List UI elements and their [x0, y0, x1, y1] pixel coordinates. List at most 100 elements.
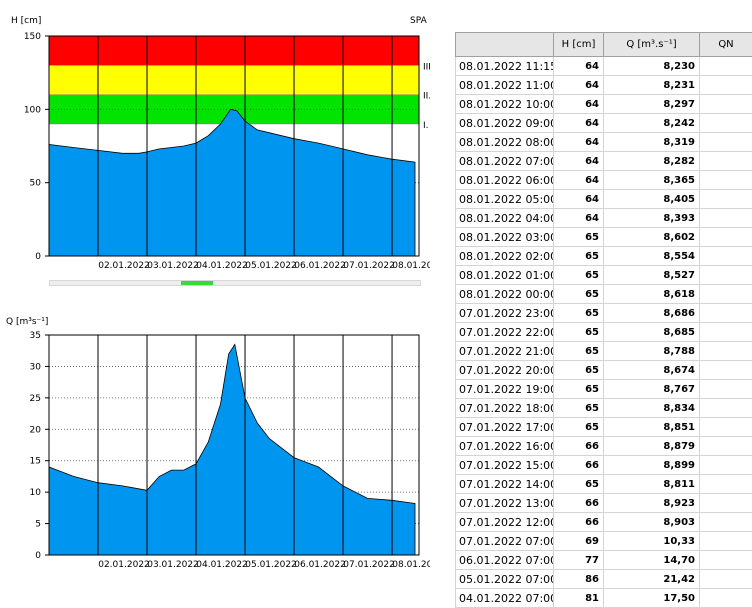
threshold-band: [49, 36, 419, 65]
cell-q: 8,554: [604, 247, 700, 266]
cell-q: 8,903: [604, 513, 700, 532]
cell-time: 05.01.2022 07:00: [456, 570, 554, 589]
cell-time: 08.01.2022 05:00: [456, 190, 554, 209]
cell-q: 10,33: [604, 532, 700, 551]
cell-h: 65: [554, 266, 604, 285]
cell-q: 8,230: [604, 57, 700, 76]
cell-h: 64: [554, 133, 604, 152]
cell-time: 06.01.2022 07:00: [456, 551, 554, 570]
cell-h: 66: [554, 456, 604, 475]
y-tick-label: 20: [30, 425, 42, 435]
y-axis-label: Q [m³s⁻¹]: [6, 317, 48, 327]
cell-time: 07.01.2022 15:00: [456, 456, 554, 475]
cell-time: 08.01.2022 04:00: [456, 209, 554, 228]
y-axis-label: H [cm]: [11, 16, 41, 26]
cell-q: 8,923: [604, 494, 700, 513]
cell-h: 64: [554, 76, 604, 95]
x-tick-label: 03.01.2022: [147, 261, 199, 271]
cell-q: 8,767: [604, 380, 700, 399]
cell-qn: [700, 247, 752, 266]
cell-time: 07.01.2022 17:00: [456, 418, 554, 437]
x-tick-label: 04.01.2022: [196, 560, 248, 570]
timeline-scrollbar[interactable]: [49, 280, 421, 286]
column-header-time[interactable]: [456, 33, 554, 57]
column-header-q[interactable]: Q [m³.s⁻¹]: [604, 33, 700, 57]
y-tick-label: 25: [30, 394, 41, 404]
cell-h: 64: [554, 171, 604, 190]
cell-time: 07.01.2022 13:00: [456, 494, 554, 513]
column-header-qn[interactable]: QN: [700, 33, 752, 57]
cell-h: 65: [554, 380, 604, 399]
cell-h: 64: [554, 190, 604, 209]
cell-h: 65: [554, 285, 604, 304]
cell-time: 08.01.2022 11:15: [456, 57, 554, 76]
cell-q: 8,686: [604, 304, 700, 323]
cell-qn: [700, 589, 752, 608]
cell-q: 21,42: [604, 570, 700, 589]
cell-time: 08.01.2022 06:00: [456, 171, 554, 190]
cell-time: 08.01.2022 09:00: [456, 114, 554, 133]
cell-q: 17,50: [604, 589, 700, 608]
y-tick-label: 50: [30, 179, 42, 189]
y-tick-label: 15: [30, 457, 41, 467]
cell-h: 81: [554, 589, 604, 608]
table-header-row: H [cm] Q [m³.s⁻¹] QN: [456, 33, 752, 57]
cell-q: 8,393: [604, 209, 700, 228]
cell-q: 8,297: [604, 95, 700, 114]
y-tick-label: 5: [35, 520, 41, 530]
cell-qn: [700, 228, 752, 247]
cell-time: 07.01.2022 18:00: [456, 399, 554, 418]
water-level-chart: H [cm] SPA I.II.III.02.01.202203.01.2022…: [0, 0, 430, 280]
cell-h: 65: [554, 399, 604, 418]
timeline-scroll-thumb[interactable]: [181, 281, 213, 285]
cell-time: 08.01.2022 08:00: [456, 133, 554, 152]
cell-qn: [700, 380, 752, 399]
column-header-h[interactable]: H [cm]: [554, 33, 604, 57]
y-tick-label: 35: [30, 331, 41, 341]
cell-q: 8,899: [604, 456, 700, 475]
cell-time: 07.01.2022 12:00: [456, 513, 554, 532]
threshold-label: I.: [423, 121, 429, 131]
x-tick-label: 07.01.2022: [343, 261, 395, 271]
cell-time: 07.01.2022 14:00: [456, 475, 554, 494]
cell-q: 8,405: [604, 190, 700, 209]
cell-qn: [700, 361, 752, 380]
cell-h: 64: [554, 152, 604, 171]
cell-qn: [700, 551, 752, 570]
cell-h: 64: [554, 95, 604, 114]
cell-h: 65: [554, 361, 604, 380]
cell-qn: [700, 152, 752, 171]
cell-h: 65: [554, 342, 604, 361]
x-tick-label: 06.01.2022: [294, 560, 346, 570]
cell-q: 8,231: [604, 76, 700, 95]
